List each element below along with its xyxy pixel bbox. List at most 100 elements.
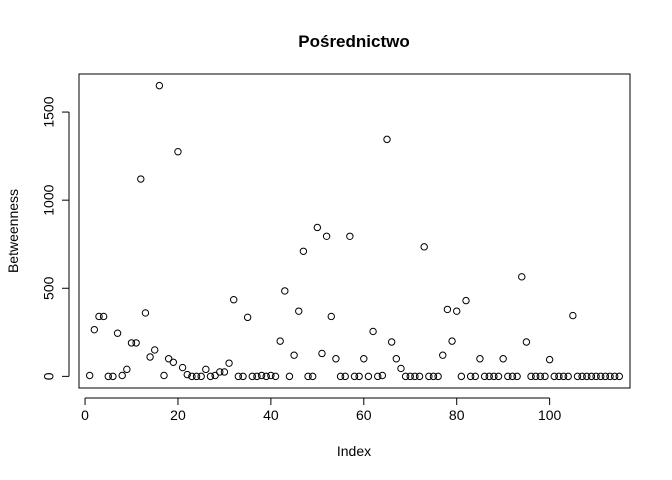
data-point [285, 372, 294, 381]
data-point [267, 371, 275, 380]
data-point [192, 372, 201, 381]
data-point [550, 372, 558, 381]
data-point [132, 339, 140, 347]
data-point [295, 307, 303, 315]
data-point [411, 372, 419, 381]
data-point [113, 329, 122, 337]
data-point [527, 372, 535, 381]
data-points [85, 81, 624, 381]
data-point [597, 372, 605, 381]
data-point [592, 372, 600, 381]
data-point [448, 337, 456, 345]
data-point [606, 372, 614, 381]
data-point [206, 372, 215, 381]
data-point [239, 372, 247, 381]
x-axis: 0 20 40 60 80 100 [81, 397, 562, 423]
data-point [90, 325, 99, 334]
data-point [155, 81, 164, 90]
data-point [453, 307, 461, 315]
data-point [360, 355, 368, 363]
data-point [578, 372, 586, 381]
data-point [299, 247, 308, 255]
data-point [383, 135, 391, 144]
data-point [355, 372, 363, 381]
data-point [109, 372, 117, 381]
data-point [601, 372, 610, 381]
data-point [188, 372, 196, 381]
data-point [332, 355, 340, 363]
data-point [401, 372, 410, 381]
data-point [243, 313, 252, 322]
data-point [174, 148, 182, 156]
data-point [160, 371, 168, 380]
data-point [369, 327, 377, 336]
data-point [434, 372, 442, 381]
data-point [494, 372, 503, 381]
data-point [322, 232, 331, 240]
data-point [457, 372, 466, 381]
data-point [341, 372, 349, 381]
data-point [336, 372, 345, 381]
data-point [439, 351, 447, 359]
data-point [290, 351, 298, 359]
x-tick-label: 80 [449, 407, 465, 423]
data-point [99, 312, 108, 321]
data-point [429, 372, 438, 381]
data-point [225, 359, 233, 367]
data-point [220, 368, 229, 376]
data-point [513, 372, 521, 381]
data-point [318, 349, 326, 358]
y-tick-label: 500 [41, 276, 57, 300]
data-point [327, 312, 335, 321]
data-point [615, 372, 624, 381]
data-point [178, 363, 187, 372]
data-point [364, 372, 373, 381]
data-point [610, 372, 619, 381]
data-point [490, 372, 498, 381]
data-point [466, 372, 475, 381]
data-point [480, 372, 489, 381]
data-point [346, 232, 354, 240]
x-tick-label: 60 [356, 407, 372, 423]
x-tick-label: 40 [263, 407, 279, 423]
data-point [569, 311, 577, 320]
data-point [545, 355, 554, 364]
data-point [183, 370, 191, 379]
x-tick-label: 20 [170, 407, 186, 423]
data-point [531, 372, 540, 381]
data-point [378, 371, 387, 380]
y-tick-label: 0 [41, 372, 57, 380]
data-point [559, 372, 568, 381]
data-point [555, 372, 563, 381]
y-tick-label: 1500 [41, 96, 57, 127]
data-point [281, 287, 289, 295]
data-point [85, 371, 94, 380]
data-point [211, 371, 219, 380]
data-point [518, 273, 526, 281]
data-point [104, 372, 112, 381]
data-point [308, 372, 317, 381]
data-point [443, 305, 452, 314]
data-point [118, 371, 126, 380]
data-point [146, 353, 154, 361]
data-point [508, 372, 517, 381]
data-point [397, 364, 405, 373]
data-point [471, 372, 479, 381]
data-point [262, 372, 270, 381]
data-point [541, 372, 549, 381]
data-point [164, 355, 173, 363]
data-point [95, 312, 103, 321]
data-point [271, 372, 280, 381]
data-point [137, 175, 145, 183]
data-point [169, 358, 178, 366]
data-point [248, 372, 256, 381]
data-point [313, 223, 322, 232]
y-axis-label: Betweenness [5, 189, 21, 273]
data-point [476, 355, 484, 363]
data-point [504, 372, 512, 381]
data-point [234, 372, 243, 381]
data-point [276, 337, 284, 345]
data-point [216, 368, 224, 376]
data-point [522, 338, 531, 346]
